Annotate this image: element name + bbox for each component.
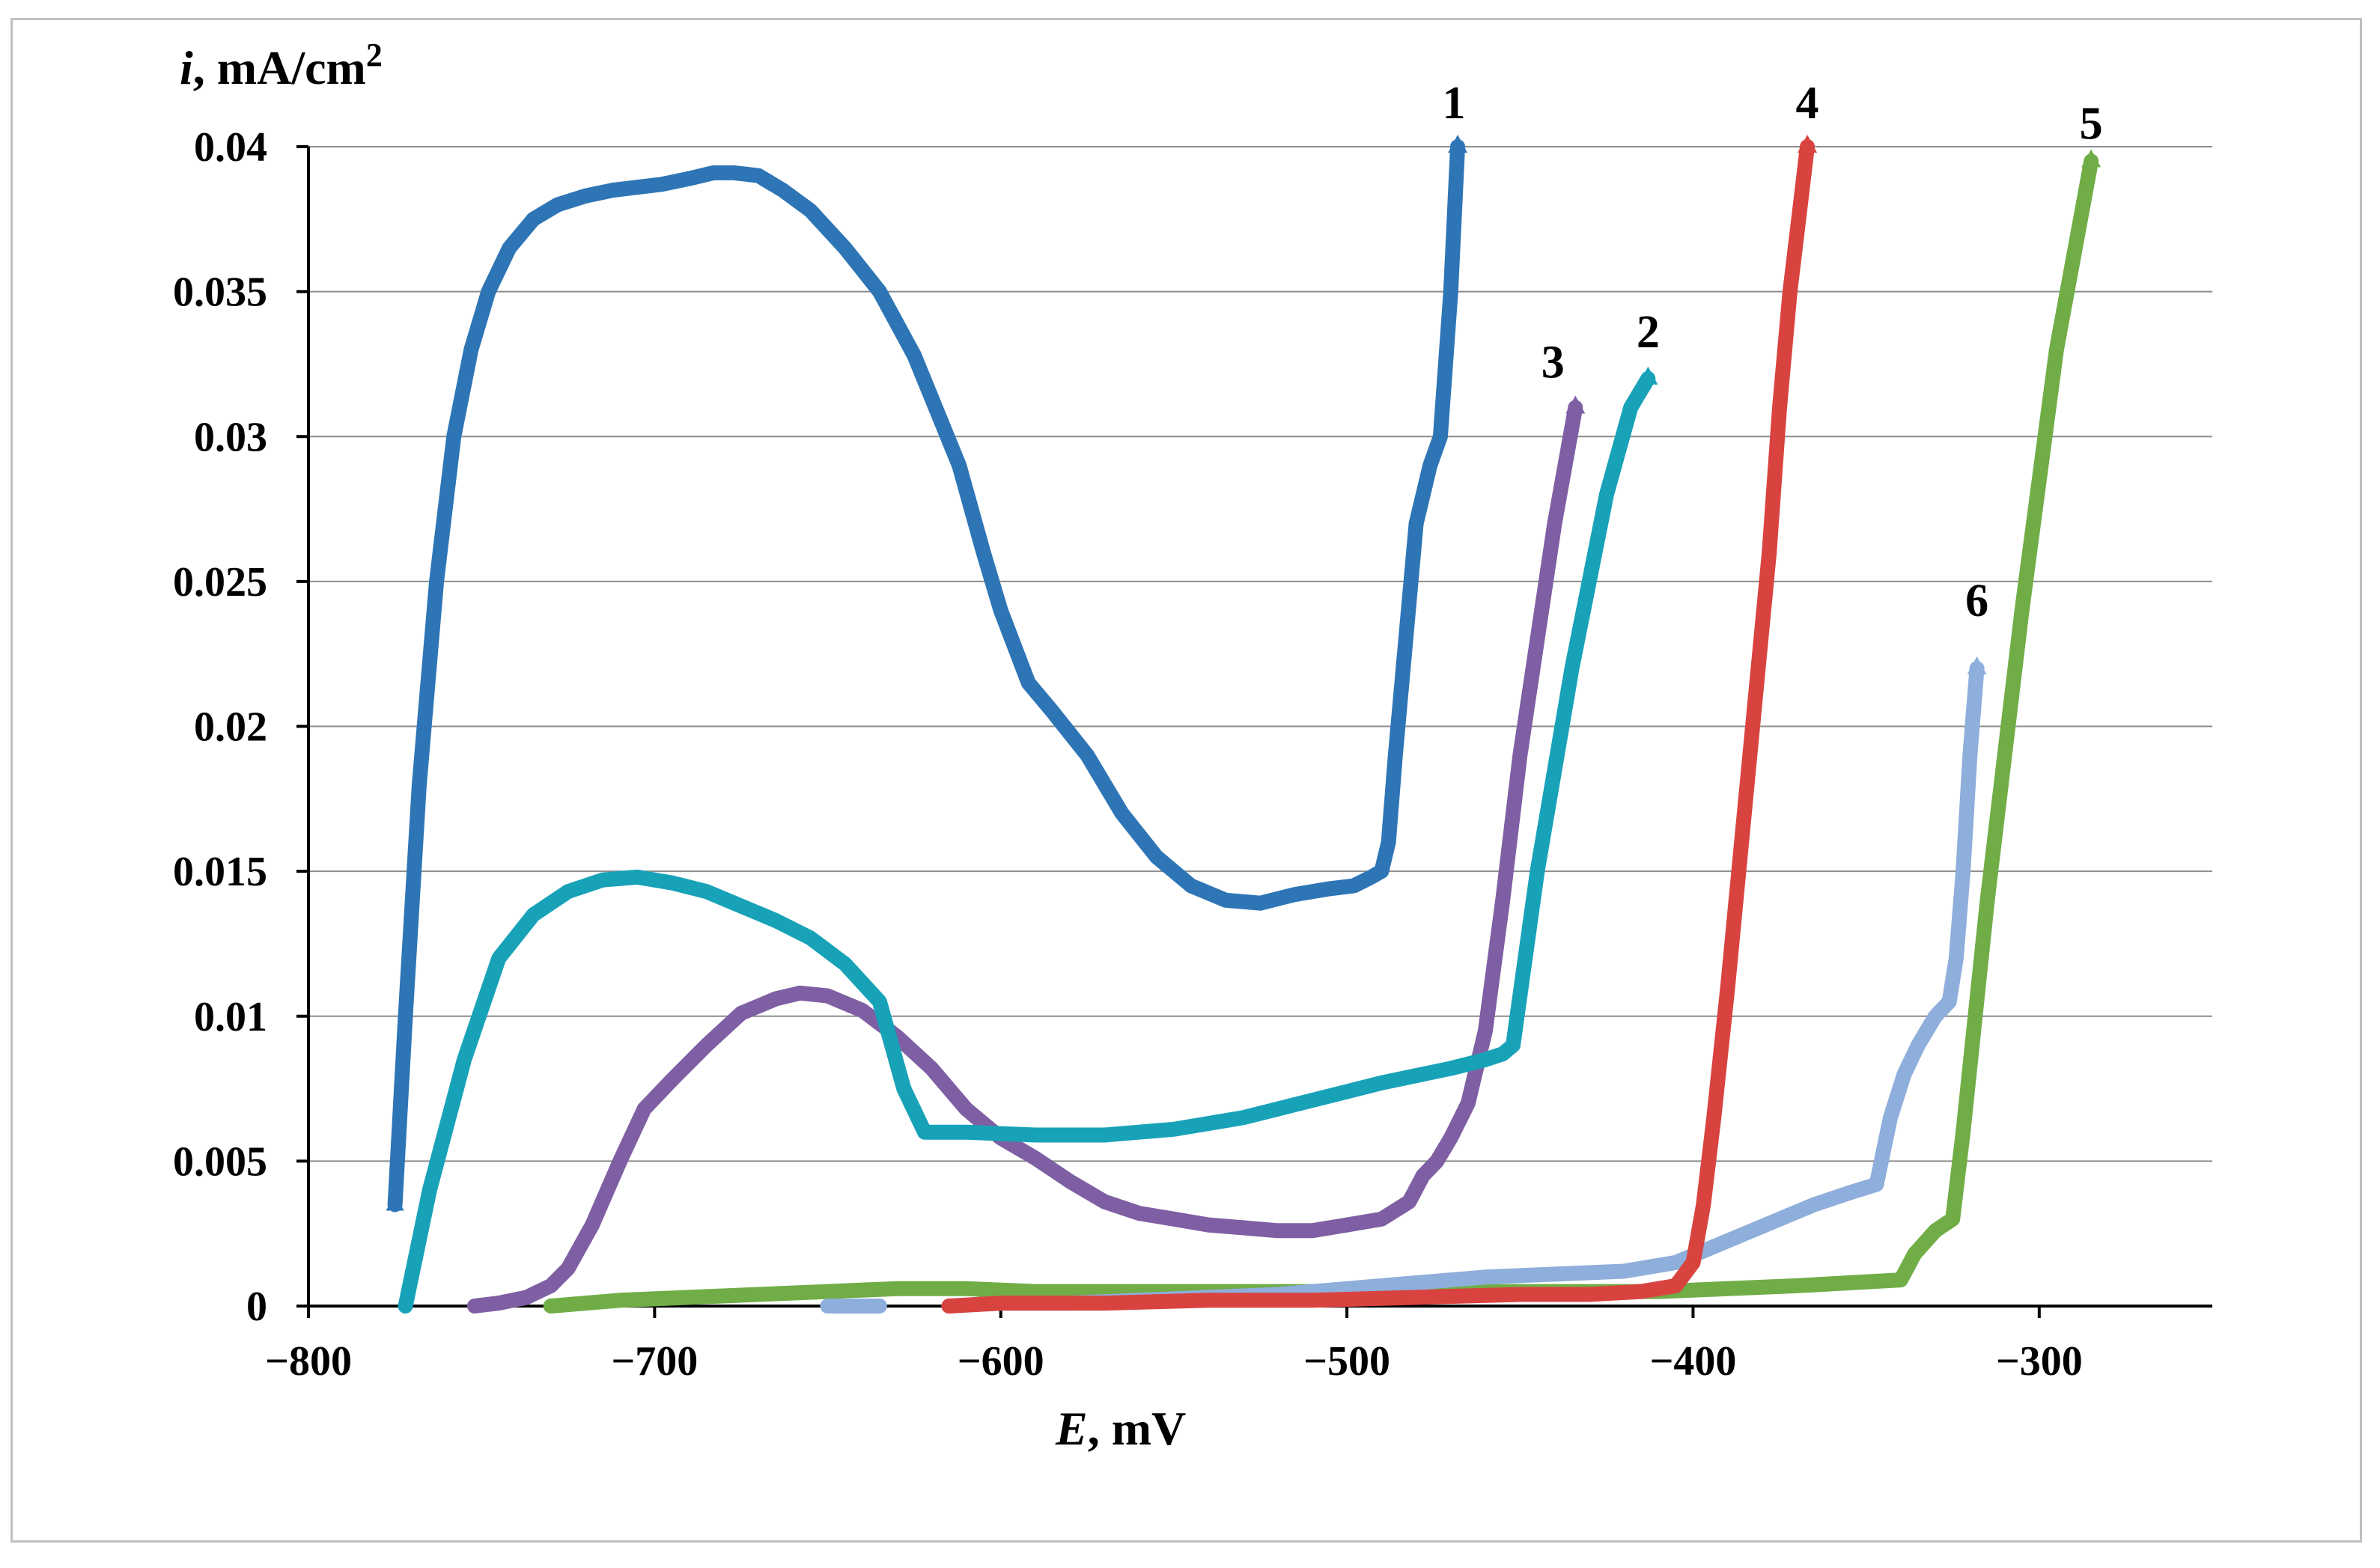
series-4-line [941, 139, 1815, 1314]
x-tick-label: −300 [1996, 1338, 2083, 1385]
curve-labels: 1 2 3 4 5 6 [1443, 78, 2103, 626]
y-tick-label: 0.03 [194, 414, 267, 460]
y-tick-label: 0.035 [173, 269, 267, 316]
series-1-start-marker [386, 1194, 404, 1211]
gridlines [308, 146, 2212, 1162]
curve-label-1: 1 [1443, 78, 1466, 129]
chart-frame [10, 18, 2362, 1543]
series-1-end-marker [1448, 135, 1468, 153]
curve-label-4: 4 [1796, 78, 1819, 129]
curve-label-3: 3 [1541, 338, 1565, 388]
data-series [386, 135, 2101, 1314]
series-6-end-marker [1967, 656, 1987, 675]
y-tick-label: 0.005 [173, 1138, 267, 1185]
series-5-end-marker [2081, 149, 2101, 168]
curve-label-6: 6 [1965, 576, 1988, 626]
x-axis-ticks: −800 −700 −600 −500 −400 −300 [265, 1306, 2083, 1385]
series-2-end-marker [1638, 366, 1658, 385]
series-1-line [387, 139, 1465, 1212]
series-3-end-marker [1565, 395, 1586, 414]
series-6-line [941, 661, 1985, 1314]
x-tick-label: −500 [1303, 1338, 1390, 1385]
y-tick-label: 0 [246, 1284, 267, 1330]
x-tick-label: −600 [958, 1338, 1044, 1385]
y-axis-title: i, mA/cm2 [180, 37, 383, 94]
y-tick-label: 0.04 [194, 124, 267, 171]
x-tick-label: −400 [1649, 1338, 1736, 1385]
x-tick-label: −800 [265, 1338, 352, 1385]
series-3-line [466, 400, 1583, 1314]
x-tick-label: −700 [611, 1338, 698, 1385]
series-5-line [543, 153, 2099, 1314]
y-tick-label: 0.025 [173, 559, 267, 605]
series-2-line [398, 370, 1656, 1314]
y-tick-label: 0.02 [194, 704, 267, 751]
curve-label-2: 2 [1637, 307, 1660, 358]
y-tick-label: 0.015 [173, 849, 267, 895]
y-tick-label: 0.01 [194, 994, 267, 1040]
y-axis-ticks: 0 0.005 0.01 0.015 0.02 0.025 0.03 0.035 0.04 [173, 124, 308, 1330]
x-axis-title: E, mV [1055, 1402, 1186, 1455]
curve-label-5: 5 [2080, 98, 2103, 149]
series-4-end-marker [1798, 135, 1818, 153]
